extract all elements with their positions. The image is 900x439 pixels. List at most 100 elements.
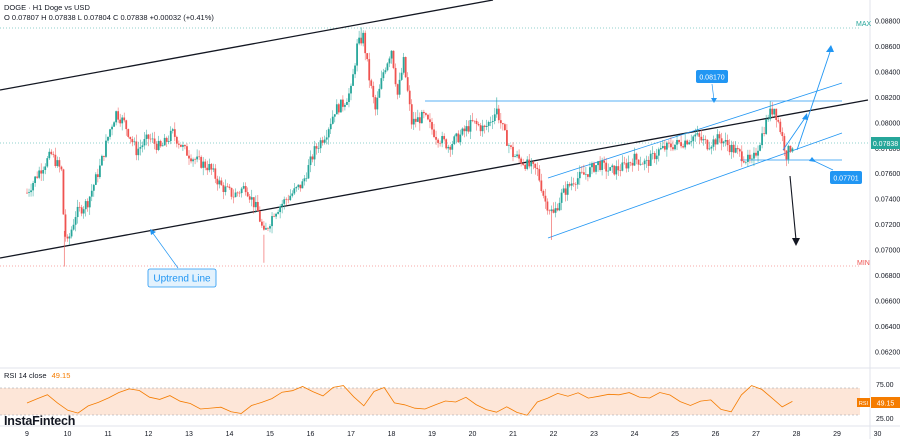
candle-body bbox=[692, 136, 695, 142]
candle-body bbox=[609, 167, 612, 171]
y-axis: 0.08800 0.08600 0.08400 0.08200 0.08000 0.078… bbox=[875, 19, 900, 357]
candle-body bbox=[370, 80, 373, 86]
support-label-box[interactable] bbox=[830, 171, 862, 184]
candle-body bbox=[366, 53, 369, 60]
candle-body bbox=[331, 116, 334, 124]
candle-body bbox=[315, 146, 318, 149]
candle-body bbox=[117, 111, 120, 120]
candle-body bbox=[688, 142, 691, 145]
candle-body bbox=[487, 122, 490, 126]
x-tick-label: 11 bbox=[104, 431, 111, 438]
candle-body bbox=[433, 129, 435, 137]
candle-body bbox=[453, 136, 456, 144]
x-tick-label: 29 bbox=[833, 431, 841, 438]
candle-body bbox=[186, 146, 188, 156]
candle-body bbox=[123, 117, 126, 121]
candle-body bbox=[212, 168, 215, 170]
candle-body bbox=[613, 165, 616, 175]
candle-body bbox=[289, 195, 292, 201]
candle-body bbox=[740, 151, 743, 162]
channel-upper-line[interactable] bbox=[0, 0, 494, 91]
candle-body bbox=[378, 88, 381, 98]
rsi-value-tag bbox=[871, 397, 900, 408]
candle-body bbox=[459, 134, 462, 143]
candle-body bbox=[287, 199, 290, 201]
candle-body bbox=[388, 58, 391, 64]
candle-body bbox=[214, 168, 217, 179]
candle-body bbox=[704, 139, 707, 140]
candle-body bbox=[137, 148, 140, 156]
candle-body bbox=[506, 130, 508, 146]
candle-body bbox=[663, 145, 666, 150]
candle-body bbox=[111, 126, 113, 130]
x-tick-label: 17 bbox=[347, 431, 355, 438]
candle-body bbox=[285, 199, 288, 200]
candle-body bbox=[125, 120, 128, 130]
candle-body bbox=[516, 154, 518, 157]
candle-body bbox=[676, 140, 678, 145]
candle-body bbox=[570, 183, 573, 186]
candle-body bbox=[218, 180, 221, 185]
candle-body bbox=[196, 156, 198, 160]
candle-body bbox=[72, 224, 75, 230]
x-tick-label: 22 bbox=[550, 431, 558, 438]
x-tick-label: 20 bbox=[469, 431, 477, 438]
candle-body bbox=[753, 152, 755, 159]
candle-body bbox=[686, 140, 689, 145]
candle-body bbox=[497, 108, 500, 121]
uptrend-callout-connector bbox=[151, 231, 179, 269]
candle-body bbox=[414, 118, 417, 122]
candle-body bbox=[791, 148, 794, 152]
candle-body bbox=[261, 221, 263, 226]
candle-body bbox=[615, 166, 618, 175]
bullish-forecast-arrowhead bbox=[826, 45, 834, 52]
candle-body bbox=[386, 63, 389, 71]
current-price-tag bbox=[871, 137, 900, 149]
candle-body bbox=[728, 145, 731, 153]
candle-body bbox=[390, 50, 393, 59]
x-tick-label: 15 bbox=[266, 431, 274, 438]
uptrend-label-box[interactable] bbox=[147, 268, 217, 288]
resistance-label-box[interactable] bbox=[696, 70, 728, 83]
y-tick-label: 0.07200 bbox=[875, 222, 900, 229]
candle-body bbox=[299, 184, 302, 189]
candle-body bbox=[726, 140, 729, 146]
candle-body bbox=[479, 125, 482, 132]
candle-body bbox=[465, 126, 468, 132]
candle-body bbox=[220, 180, 223, 186]
candle-body bbox=[769, 108, 772, 120]
candle-body bbox=[759, 145, 761, 151]
candle-body bbox=[773, 108, 776, 115]
candle-body bbox=[127, 129, 130, 137]
candle-body bbox=[145, 134, 148, 140]
candle-body bbox=[74, 217, 77, 225]
candle-body bbox=[273, 216, 275, 217]
candle-body bbox=[603, 160, 606, 163]
candle-body bbox=[714, 139, 717, 145]
rsi-value-label: 49.15 bbox=[877, 401, 895, 408]
y-tick-label: 0.08000 bbox=[875, 120, 900, 127]
candle-body bbox=[103, 155, 105, 157]
candle-body bbox=[263, 225, 265, 230]
candle-body bbox=[566, 183, 569, 195]
x-tick-label: 30 bbox=[874, 431, 882, 438]
channel-lower-uptrend-line[interactable] bbox=[0, 99, 869, 259]
candle-body bbox=[135, 141, 138, 156]
candle-body bbox=[732, 144, 735, 153]
candle-body bbox=[700, 136, 703, 141]
candle-body bbox=[92, 184, 95, 191]
candle-body bbox=[242, 186, 245, 189]
blue-channel-lower-line[interactable] bbox=[547, 132, 843, 239]
candle-body bbox=[358, 37, 360, 44]
candle-body bbox=[200, 156, 203, 168]
uptrend-label: Uptrend Line bbox=[153, 274, 211, 285]
candle-body bbox=[471, 119, 474, 121]
candle-body bbox=[469, 119, 472, 132]
candle-body bbox=[248, 196, 251, 200]
candle-body bbox=[418, 117, 421, 124]
candle-body bbox=[591, 163, 593, 168]
candle-body bbox=[76, 206, 79, 218]
candle-body bbox=[26, 192, 28, 194]
candle-body bbox=[427, 114, 429, 120]
